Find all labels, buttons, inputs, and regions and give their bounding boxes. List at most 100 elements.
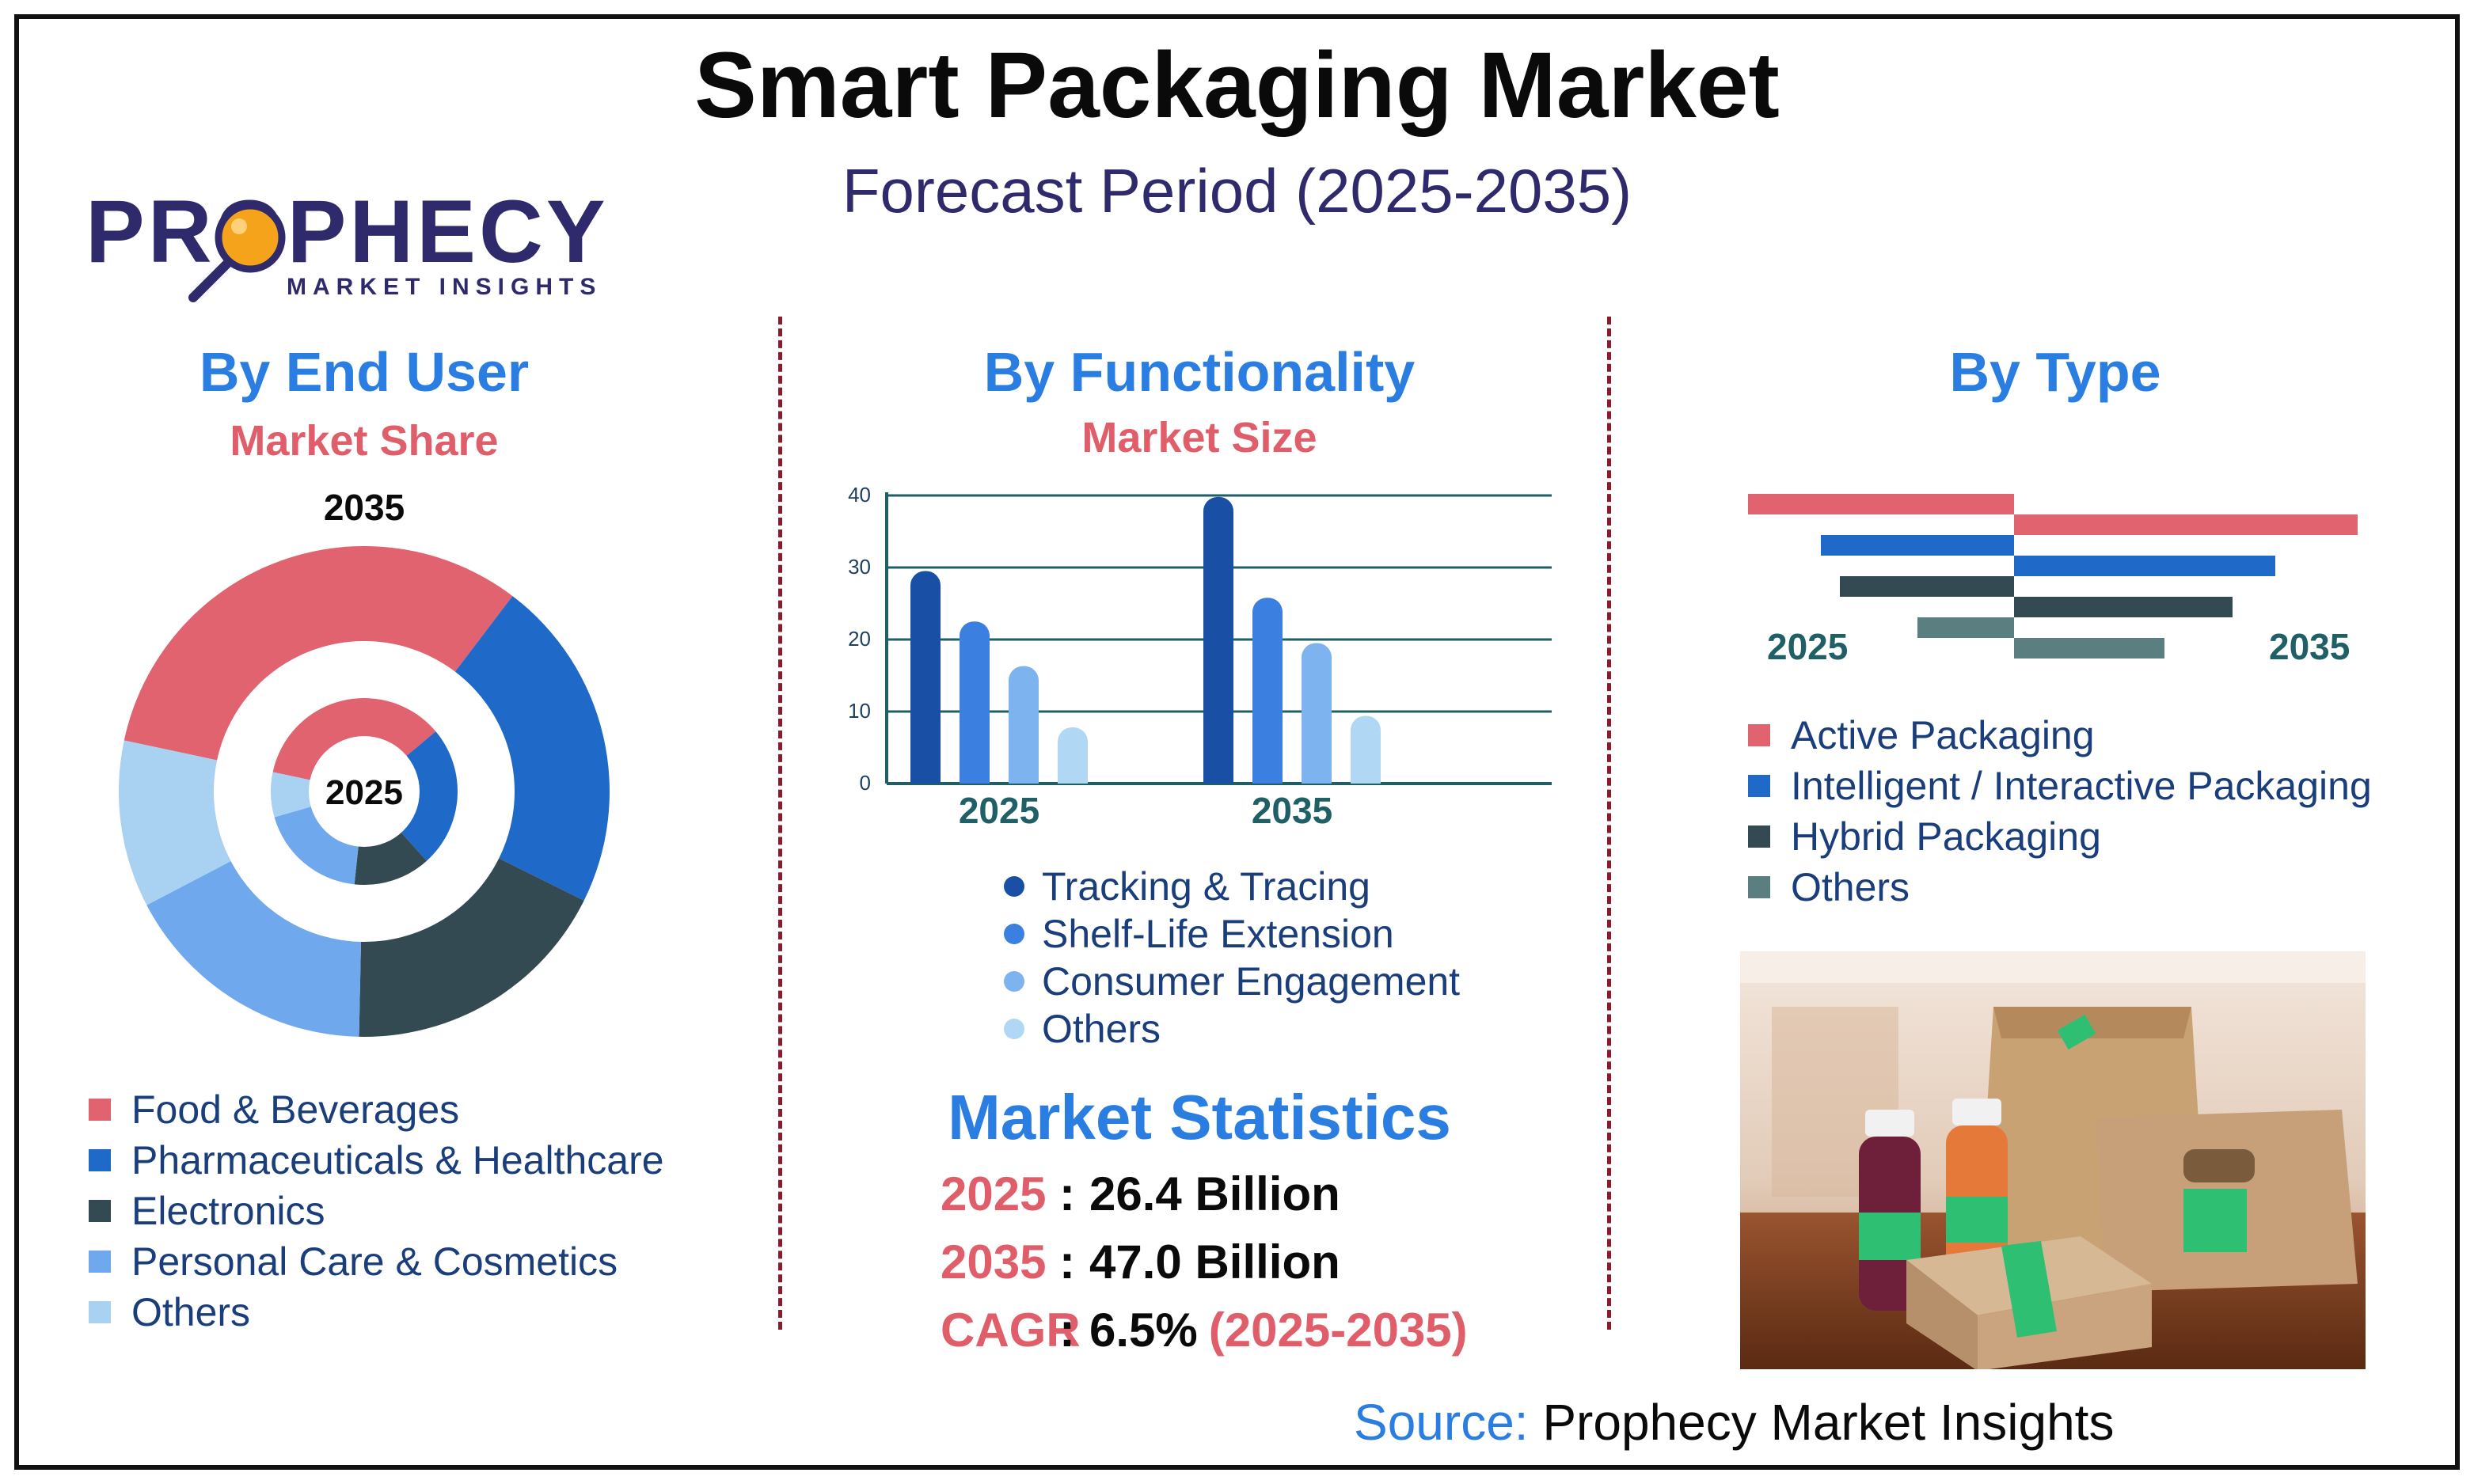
smart-packaging-photo [1740,951,2366,1369]
donut-outer-slice-3 [146,861,362,1037]
stat-row-2035: 2035:47.0 Billion [941,1235,1340,1289]
y-tick-label: 10 [848,699,871,723]
legend-item-type-others: Others [1748,862,2372,913]
type-bar-2025-3 [1917,617,2014,638]
functionality-bars [910,496,1381,784]
source-label: Source: [1354,1394,1529,1451]
type-bar-2035-1 [2014,556,2275,576]
page-subtitle: Forecast Period (2025-2035) [842,156,1632,226]
type-bar-2025-0 [1748,494,2014,514]
end-user-subtitle: Market Share [230,417,499,465]
y-tick-label: 40 [848,483,871,507]
bar-2025-0 [910,571,941,784]
legend-item-food: Food & Beverages [89,1084,664,1135]
type-legend: Active Packaging Intelligent / Interacti… [1748,710,2372,913]
type-right-year-label: 2035 [2269,626,2350,667]
donut-inner-slice-3 [274,803,360,885]
bar-base [1058,768,1088,784]
functionality-title: By Functionality [983,341,1416,403]
section-divider-left [778,317,782,1330]
legend-swatch [1748,775,1770,797]
source-value: Prophecy Market Insights [1542,1394,2115,1451]
legend-swatch [1748,876,1770,898]
legend-swatch [89,1251,111,1273]
donut-outer-slice-1 [454,596,610,901]
section-divider-right [1607,317,1611,1330]
legend-item-active: Active Packaging [1748,710,2372,761]
donut-outer-slice-0 [124,546,513,761]
donut-outer-slice-2 [359,858,584,1037]
legend-swatch [89,1149,111,1171]
legend-dot [1004,924,1024,944]
bar-2035-0 [1203,496,1233,784]
y-tick-label: 20 [848,627,871,651]
functionality-bar-chart: 0 10 20 30 40 2025 2035 [848,483,1552,831]
legend-dot [1004,1019,1024,1039]
type-title: By Type [1949,341,2161,403]
donut-outer-year-label: 2035 [323,487,405,528]
type-bar-2025-2 [1840,576,2014,597]
logo-tagline: MARKET INSIGHTS [287,274,602,300]
bar-2025-1 [960,621,990,784]
legend-item-shelf-life: Shelf-Life Extension [1004,910,1460,958]
type-bar-2035-0 [2014,514,2358,535]
legend-swatch [89,1200,111,1222]
legend-item-others: Others [89,1287,664,1338]
x-tick-label-2025: 2025 [959,790,1039,831]
donut-inner-year-label: 2025 [325,773,403,812]
y-tick-label: 30 [848,555,871,579]
legend-item-consumer: Consumer Engagement [1004,958,1460,1005]
legend-item-func-others: Others [1004,1005,1460,1053]
statistics-title: Market Statistics [948,1082,1451,1152]
x-tick-label-2035: 2035 [1252,790,1332,831]
type-left-year-label: 2025 [1767,626,1849,667]
donut-outer-slice-4 [119,740,231,905]
functionality-subtitle: Market Size [1081,414,1317,461]
source-line: Source: Prophecy Market Insights [1354,1393,2114,1452]
legend-item-intelligent: Intelligent / Interactive Packaging [1748,761,2372,811]
type-bar-2035-3 [2014,638,2164,659]
legend-swatch [89,1301,111,1323]
type-bars [1748,494,2358,659]
bar-2035-3 [1351,715,1381,784]
bar-base [960,768,990,784]
end-user-legend: Food & Beverages Pharmaceuticals & Healt… [89,1084,664,1338]
end-user-donut-chart: 2025 [119,546,610,1037]
stat-row-2025: 2025:26.4 Billion [941,1167,1340,1220]
legend-item-tracking: Tracking & Tracing [1004,863,1460,910]
bar-base [910,768,941,784]
logo-brand: PROPHECY [86,182,609,281]
end-user-title: By End User [199,341,530,403]
legend-swatch [89,1099,111,1121]
legend-swatch [1748,825,1770,848]
donut-inner-slice-4 [271,772,322,818]
legend-item-personal-care: Personal Care & Cosmetics [89,1236,664,1287]
type-bar-2035-2 [2014,597,2233,617]
legend-swatch [1748,724,1770,746]
legend-item-electronics: Electronics [89,1186,664,1236]
functionality-legend: Tracking & Tracing Shelf-Life Extension … [1004,863,1460,1053]
bar-base [1351,768,1381,784]
legend-item-pharma: Pharmaceuticals & Healthcare [89,1135,664,1186]
bar-2025-2 [1009,666,1039,784]
outer-frame [14,14,2460,1470]
bar-base [1009,768,1039,784]
bar-2035-1 [1252,598,1283,784]
functionality-x-labels: 2025 2035 [959,790,1332,831]
magnifier-icon [188,202,286,302]
page-title: Smart Packaging Market [694,33,1780,138]
legend-dot [1004,876,1024,897]
bar-base [1252,768,1283,784]
functionality-grid: 0 10 20 30 40 [848,483,1552,795]
type-bar-2025-1 [1821,535,2014,556]
bar-base [1302,768,1332,784]
statistics-table: 2025:26.4 Billion 2035:47.0 Billion CAGR… [941,1167,1468,1371]
bar-2035-2 [1302,643,1332,784]
legend-dot [1004,971,1024,992]
type-butterfly-chart [1748,494,2358,659]
bar-base [1203,768,1233,784]
y-tick-label: 0 [860,771,871,795]
legend-item-hybrid: Hybrid Packaging [1748,811,2372,862]
donut-outer-ring [119,546,610,1037]
stat-row-cagr: CAGR:6.5% (2025-2035) [941,1304,1468,1357]
